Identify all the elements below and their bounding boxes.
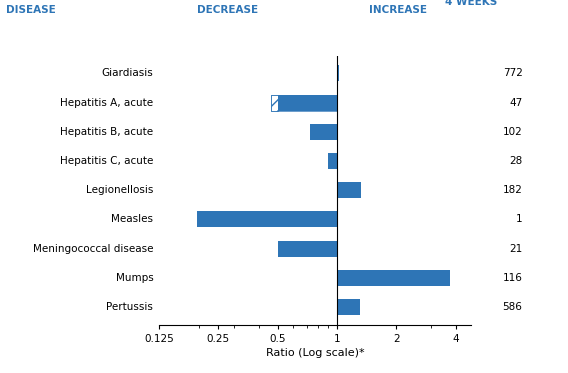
Bar <box>328 153 337 169</box>
Bar <box>278 241 337 257</box>
Text: Giardiasis: Giardiasis <box>102 69 153 78</box>
X-axis label: Ratio (Log scale)*: Ratio (Log scale)* <box>266 348 365 358</box>
Text: 47: 47 <box>509 98 523 108</box>
Text: CASES CURRENT
4 WEEKS: CASES CURRENT 4 WEEKS <box>423 0 520 7</box>
Bar <box>197 211 337 228</box>
Bar <box>278 95 337 111</box>
Text: Hepatitis B, acute: Hepatitis B, acute <box>60 127 153 137</box>
Text: Measles: Measles <box>111 214 153 225</box>
Bar <box>310 124 337 140</box>
Text: DECREASE: DECREASE <box>197 5 258 15</box>
Bar <box>337 299 360 315</box>
Text: Mumps: Mumps <box>116 273 153 283</box>
Text: 586: 586 <box>503 302 523 312</box>
Text: 102: 102 <box>503 127 523 137</box>
Text: Hepatitis A, acute: Hepatitis A, acute <box>60 98 153 108</box>
Bar <box>270 95 337 111</box>
Text: 116: 116 <box>503 273 523 283</box>
Bar <box>270 95 278 111</box>
Text: 772: 772 <box>503 69 523 78</box>
Text: 182: 182 <box>503 185 523 195</box>
Text: DISEASE: DISEASE <box>6 5 56 15</box>
Text: Hepatitis C, acute: Hepatitis C, acute <box>60 156 153 166</box>
Text: Pertussis: Pertussis <box>106 302 153 312</box>
Bar <box>337 270 450 286</box>
Bar <box>337 65 339 81</box>
Text: 1: 1 <box>516 214 523 225</box>
Text: Meningococcal disease: Meningococcal disease <box>33 244 153 254</box>
Text: INCREASE: INCREASE <box>369 5 427 15</box>
Text: Legionellosis: Legionellosis <box>86 185 153 195</box>
Text: 28: 28 <box>509 156 523 166</box>
Text: 21: 21 <box>509 244 523 254</box>
Bar <box>337 182 361 198</box>
